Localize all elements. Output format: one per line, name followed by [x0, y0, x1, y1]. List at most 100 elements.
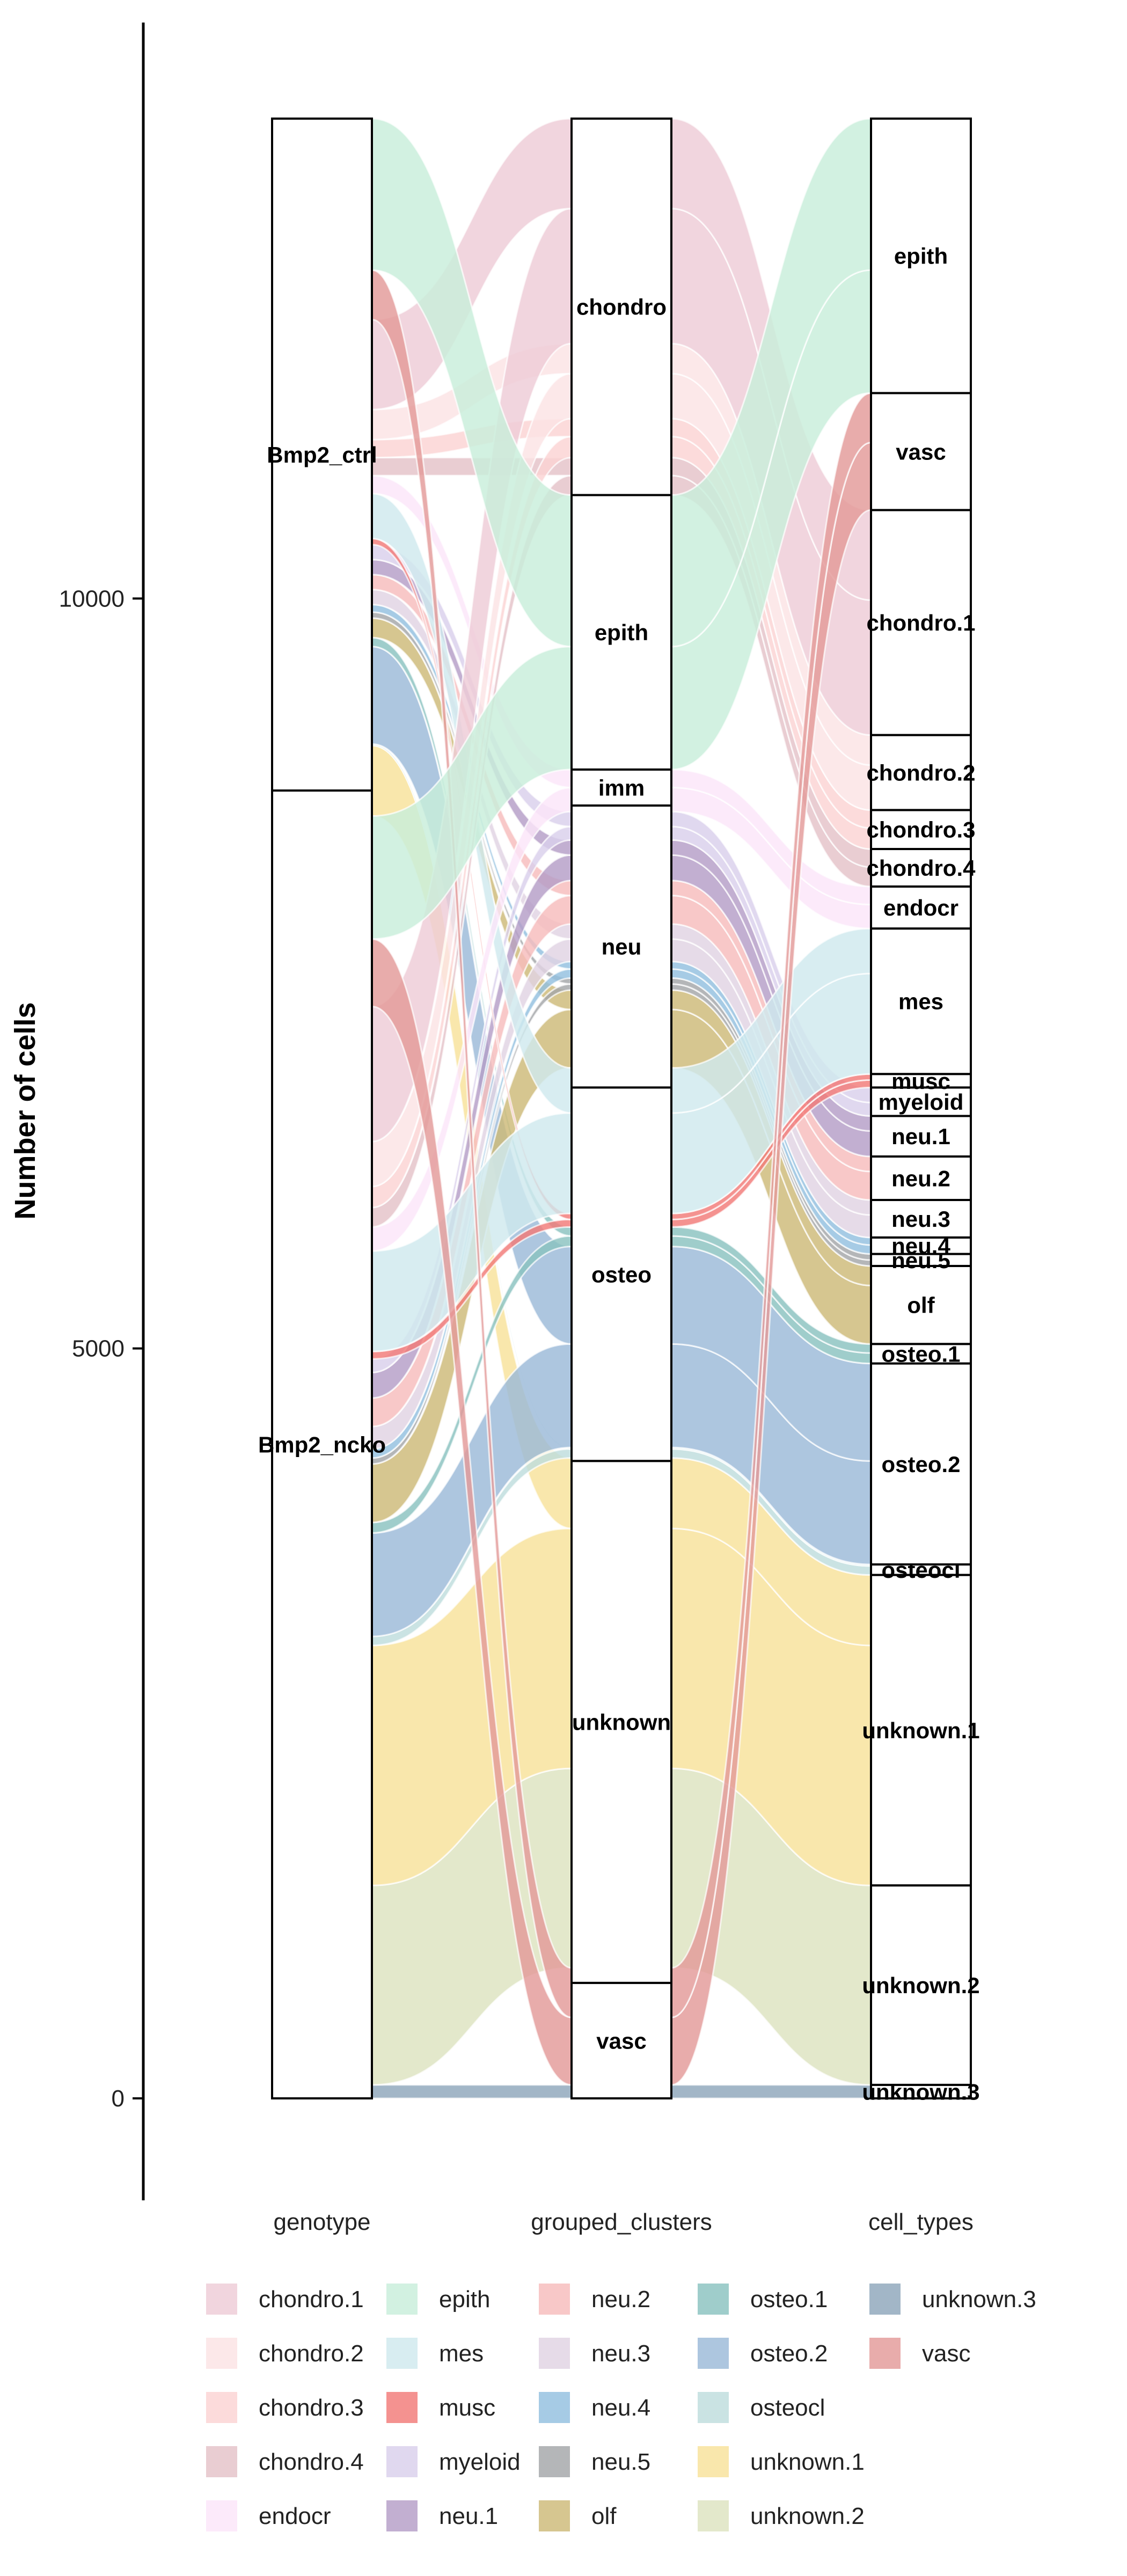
x-axis-title-grouped_clusters: grouped_clusters: [531, 2209, 712, 2235]
legend-label-neu.3: neu.3: [591, 2340, 650, 2367]
stratum-label-myeloid: myeloid: [879, 1089, 964, 1115]
stratum-label-neu.3: neu.3: [891, 1206, 950, 1232]
flows-layer: [371, 118, 872, 2099]
legend-swatch-vasc: [869, 2338, 901, 2369]
legend-swatch-endocr: [206, 2500, 237, 2531]
stratum-label-unknown.1: unknown.1: [862, 1718, 979, 1743]
stratum-label-chondro: chondro: [576, 295, 667, 320]
y-axis-title: Number of cells: [9, 1002, 41, 1219]
stratum-neu.1: [870, 1115, 972, 1158]
stratum-Bmp2_ncko: [271, 789, 373, 2100]
stratum-label-unknown.2: unknown.2: [862, 1973, 979, 1998]
legend-label-osteo.2: osteo.2: [750, 2340, 828, 2367]
legend-swatch-chondro.1: [206, 2284, 237, 2315]
legend-label-osteo.1: osteo.1: [750, 2286, 828, 2312]
legend-label-neu.1: neu.1: [439, 2503, 498, 2529]
legend-label-chondro.1: chondro.1: [259, 2286, 364, 2312]
legend-label-unknown.2: unknown.2: [750, 2503, 865, 2529]
strata-layer: Bmp2_nckoBmp2_ctrlvascunknownosteoneuimm…: [258, 118, 980, 2104]
x-axis-titles: genotype grouped_clusters cell_types: [273, 2209, 973, 2235]
stratum-osteo.2: [870, 1362, 972, 1566]
legend-label-myeloid: myeloid: [439, 2449, 521, 2475]
x-axis-title-cell_types: cell_types: [868, 2209, 974, 2235]
stratum-olf: [870, 1264, 972, 1345]
stratum-chondro: [570, 118, 672, 496]
legend-swatch-neu.5: [539, 2446, 570, 2477]
stratum-Bmp2_ctrl: [271, 118, 373, 792]
legend-label-unknown.1: unknown.1: [750, 2449, 865, 2475]
legend-swatch-mes: [386, 2338, 418, 2369]
legend-label-musc: musc: [439, 2395, 495, 2421]
stratum-label-endocr: endocr: [883, 895, 958, 920]
stratum-label-epith: epith: [894, 244, 948, 269]
legend-swatch-osteocl: [698, 2392, 729, 2423]
stratum-mes: [870, 927, 972, 1075]
stratum-label-neu.1: neu.1: [891, 1124, 950, 1149]
stratum-label-vasc: vasc: [896, 439, 946, 464]
stratum-epith: [570, 494, 672, 771]
legend-swatch-osteo.2: [698, 2338, 729, 2369]
stratum-label-mes: mes: [898, 989, 943, 1014]
stratum-label-osteo.2: osteo.2: [881, 1452, 960, 1477]
stratum-label-neu.2: neu.2: [891, 1166, 950, 1191]
stratum-chondro.1: [870, 509, 972, 736]
stratum-label-olf: olf: [907, 1293, 935, 1318]
stratum-label-osteo.1: osteo.1: [881, 1341, 960, 1366]
stratum-osteo: [570, 1086, 672, 1462]
y-tick-label: 0: [112, 2085, 125, 2112]
stratum-endocr: [870, 885, 972, 930]
stratum-osteo.1: [870, 1343, 972, 1365]
legend-label-neu.5: neu.5: [591, 2449, 650, 2475]
legend-label-osteocl: osteocl: [750, 2395, 825, 2421]
legend-label-olf: olf: [591, 2503, 617, 2529]
stratum-label-chondro.2: chondro.2: [866, 760, 975, 785]
stratum-vasc: [870, 392, 972, 511]
stratum-neu.3: [870, 1198, 972, 1239]
flow-unknown.3-ncko-1: [371, 2084, 573, 2099]
stratum-unknown.2: [870, 1884, 972, 2086]
y-axis: 0 5000 10000: [59, 23, 145, 2200]
stratum-imm: [570, 768, 672, 807]
legend-label-unknown.3: unknown.3: [922, 2286, 1036, 2312]
legend-swatch-epith: [386, 2284, 418, 2315]
legend-swatch-neu.3: [539, 2338, 570, 2369]
legend-swatch-chondro.4: [206, 2446, 237, 2477]
stratum-unknown.1: [870, 1574, 972, 1887]
legend: chondro.1 chondro.2 chondro.3 chondro.4 endo…: [206, 2284, 1036, 2531]
legend-label-endocr: endocr: [259, 2503, 331, 2529]
stratum-neu.2: [870, 1155, 972, 1201]
legend-label-chondro.4: chondro.4: [259, 2449, 364, 2475]
legend-swatch-musc: [386, 2392, 418, 2423]
stratum-label-Bmp2_ctrl: Bmp2_ctrl: [267, 442, 377, 467]
legend-swatch-neu.1: [386, 2500, 418, 2531]
flow-unknown.3-ncko-2: [670, 2084, 872, 2099]
legend-swatch-unknown.3: [869, 2284, 901, 2315]
legend-label-neu.4: neu.4: [591, 2395, 650, 2421]
legend-swatch-unknown.1: [698, 2446, 729, 2477]
y-tick-label: 10000: [59, 586, 125, 612]
legend-label-neu.2: neu.2: [591, 2286, 650, 2312]
stratum-chondro.4: [870, 848, 972, 888]
stratum-label-osteo: osteo: [591, 1262, 652, 1287]
stratum-neu: [570, 804, 672, 1089]
stratum-epith: [870, 118, 972, 394]
stratum-label-epith: epith: [595, 620, 648, 645]
stratum-label-chondro.1: chondro.1: [866, 610, 975, 635]
x-axis-title-genotype: genotype: [273, 2209, 370, 2235]
stratum-label-vasc: vasc: [596, 2028, 646, 2053]
legend-swatch-olf: [539, 2500, 570, 2531]
legend-label-chondro.2: chondro.2: [259, 2340, 364, 2367]
y-tick-label: 5000: [72, 1336, 125, 1362]
stratum-label-neu: neu: [602, 934, 642, 960]
legend-label-mes: mes: [439, 2340, 484, 2367]
stratum-musc: [870, 1073, 972, 1089]
stratum-label-imm: imm: [598, 775, 645, 800]
stratum-label-Bmp2_ncko: Bmp2_ncko: [258, 1432, 386, 1458]
legend-swatch-chondro.3: [206, 2392, 237, 2423]
stratum-label-chondro.3: chondro.3: [866, 817, 975, 843]
legend-label-vasc: vasc: [922, 2340, 970, 2367]
stratum-unknown: [570, 1460, 672, 1984]
stratum-label-unknown: unknown: [572, 1710, 671, 1735]
stratum-label-chondro.4: chondro.4: [866, 855, 976, 881]
